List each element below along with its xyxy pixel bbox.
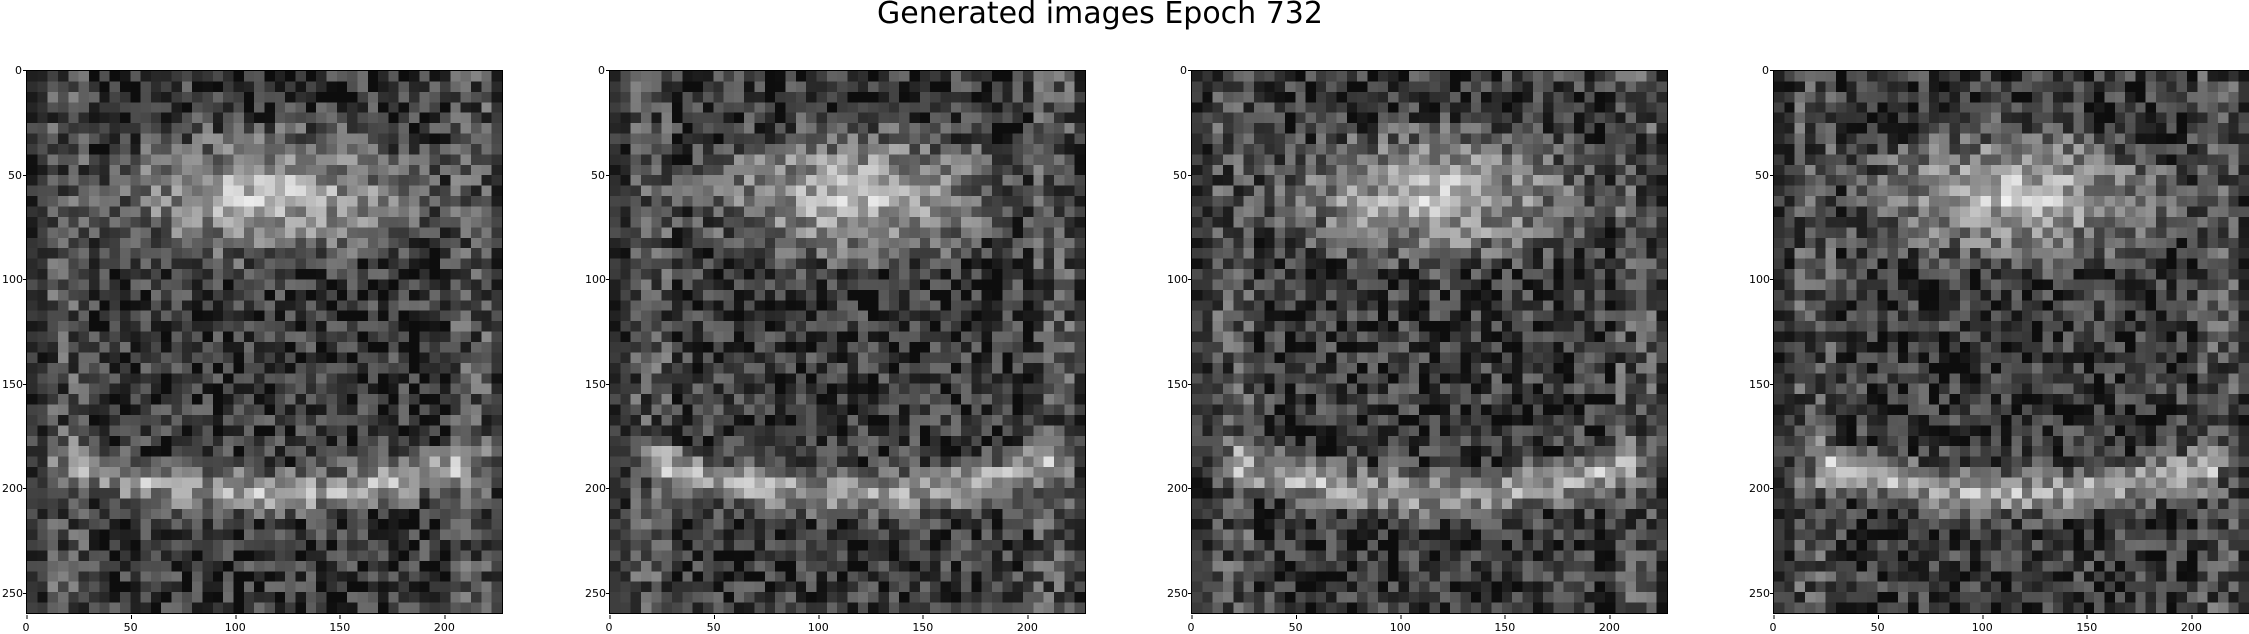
x-tick-label: 200 (1598, 615, 1620, 634)
x-tick-label: 0 (1769, 615, 1777, 634)
generated-image-3 (1191, 70, 1668, 614)
y-tick-label: 150 (1749, 377, 1774, 391)
x-tick-label: 50 (706, 615, 721, 634)
panel-1: 0 50 100 150 200 250 0 50 100 150 200 (2, 65, 503, 633)
figure-title: Generated images Epoch 732 (877, 0, 1323, 31)
x-tick-label: 200 (1016, 615, 1038, 634)
y-tick-label: 250 (1167, 587, 1192, 601)
y-tick-label: 50 (2, 170, 27, 181)
x-tick-label: 50 (1288, 615, 1303, 634)
panel-2: 0 50 100 150 200 250 0 50 100 150 200 (585, 65, 1086, 633)
y-tick-label: 0 (1749, 65, 1774, 76)
y-tick-label: 0 (585, 65, 610, 76)
x-tick-label: 100 (224, 615, 246, 634)
generated-image-1 (26, 70, 503, 614)
x-tick-label: 100 (1389, 615, 1411, 634)
x-tick-label: 150 (1494, 615, 1516, 634)
y-tick-label: 250 (2, 587, 27, 601)
y-tick-label: 200 (1167, 482, 1192, 496)
y-tick-label: 100 (1167, 273, 1192, 287)
y-tick-label: 250 (1749, 587, 1774, 601)
x-tick-label: 50 (123, 615, 138, 634)
generated-image-2 (609, 70, 1086, 614)
y-tick-label: 150 (2, 377, 27, 391)
image-canvas (1192, 71, 1667, 613)
y-tick-label: 250 (585, 587, 610, 601)
x-tick-label: 0 (1187, 615, 1195, 634)
y-tick-label: 150 (1167, 377, 1192, 391)
x-tick-label: 200 (433, 615, 455, 634)
y-tick-label: 100 (2, 273, 27, 287)
image-canvas (1774, 71, 2249, 613)
image-canvas (27, 71, 502, 613)
x-tick-label: 100 (1971, 615, 1993, 634)
y-tick-label: 200 (1749, 482, 1774, 496)
y-tick-label: 200 (2, 482, 27, 496)
x-tick-label: 0 (22, 615, 30, 634)
y-tick-label: 50 (585, 170, 610, 181)
y-tick-label: 50 (1749, 170, 1774, 181)
y-tick-label: 0 (2, 65, 27, 76)
x-tick-label: 150 (912, 615, 934, 634)
x-tick-label: 100 (807, 615, 829, 634)
image-canvas (610, 71, 1085, 613)
x-tick-label: 0 (605, 615, 613, 634)
y-tick-label: 100 (1749, 273, 1774, 287)
x-tick-label: 50 (1870, 615, 1885, 634)
y-tick-label: 100 (585, 273, 610, 287)
y-tick-label: 200 (585, 482, 610, 496)
y-tick-label: 150 (585, 377, 610, 391)
generated-image-4 (1773, 70, 2249, 614)
y-tick-label: 0 (1167, 65, 1192, 76)
x-tick-label: 150 (329, 615, 351, 634)
panel-4: 0 50 100 150 200 250 0 50 100 150 200 (1749, 65, 2249, 633)
panel-3: 0 50 100 150 200 250 0 50 100 150 200 (1167, 65, 1668, 633)
x-tick-label: 150 (2076, 615, 2098, 634)
y-tick-label: 50 (1167, 170, 1192, 181)
x-tick-label: 200 (2180, 615, 2202, 634)
